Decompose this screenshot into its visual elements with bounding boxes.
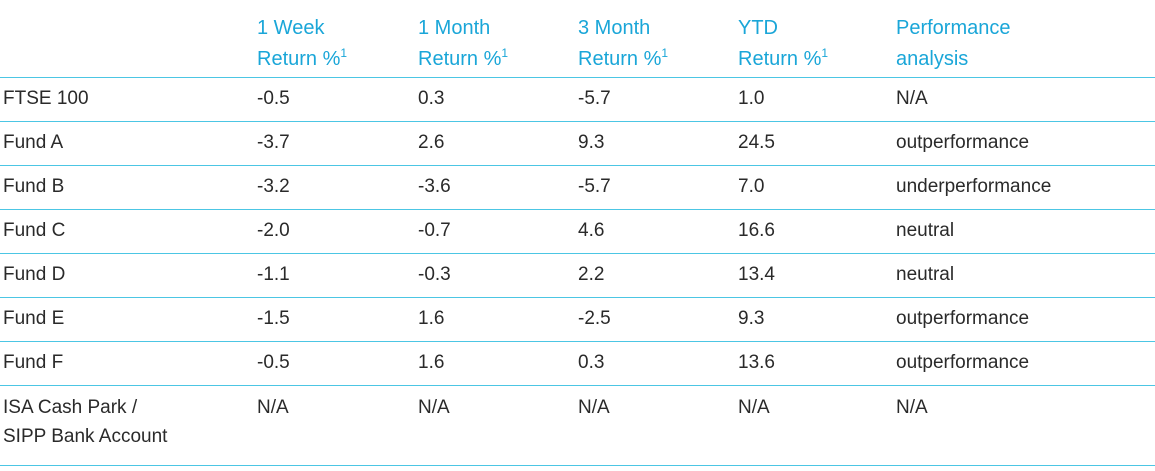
cell-performance-analysis: N/A <box>896 385 1155 466</box>
cell-ytd: 7.0 <box>738 165 896 210</box>
cell-fund-name: ISA Cash Park / SIPP Bank Account <box>0 385 257 466</box>
cell-3-month: -2.5 <box>578 297 738 342</box>
header-3-month-return: 3 Month Return %1 <box>578 0 738 78</box>
cell-ytd: 24.5 <box>738 121 896 166</box>
cell-fund-name: Fund A <box>0 121 257 166</box>
cell-1-month: -0.3 <box>418 253 578 298</box>
cell-1-month: -3.6 <box>418 165 578 210</box>
cell-1-month: 2.6 <box>418 121 578 166</box>
cell-3-month: 2.2 <box>578 253 738 298</box>
cell-1-week: -3.2 <box>257 165 418 210</box>
cell-fund-name: Fund C <box>0 209 257 254</box>
cell-1-week: -1.1 <box>257 253 418 298</box>
table-row: Fund A -3.7 2.6 9.3 24.5 outperformance <box>0 121 1155 166</box>
table-row: Fund B -3.2 -3.6 -5.7 7.0 underperformance <box>0 165 1155 210</box>
table-row: FTSE 100 -0.5 0.3 -5.7 1.0 N/A <box>0 77 1155 122</box>
cell-fund-name: Fund F <box>0 341 257 386</box>
header-1-week-return: 1 Week Return %1 <box>257 0 418 78</box>
header-performance-analysis: Performance analysis <box>896 0 1155 78</box>
cell-1-week: -0.5 <box>257 77 418 122</box>
cell-3-month: 4.6 <box>578 209 738 254</box>
cell-performance-analysis: N/A <box>896 77 1155 122</box>
cell-fund-name: FTSE 100 <box>0 77 257 122</box>
cell-performance-analysis: neutral <box>896 209 1155 254</box>
cell-1-month: 1.6 <box>418 341 578 386</box>
cell-3-month: -5.7 <box>578 77 738 122</box>
cell-ytd: 9.3 <box>738 297 896 342</box>
header-1-month-return: 1 Month Return %1 <box>418 0 578 78</box>
cell-3-month: 9.3 <box>578 121 738 166</box>
cell-performance-analysis: underperformance <box>896 165 1155 210</box>
header-ytd-return: YTD Return %1 <box>738 0 896 78</box>
cell-1-month: 0.3 <box>418 77 578 122</box>
cell-performance-analysis: outperformance <box>896 297 1155 342</box>
cell-performance-analysis: outperformance <box>896 341 1155 386</box>
cell-3-month: -5.7 <box>578 165 738 210</box>
table-row: Fund F -0.5 1.6 0.3 13.6 outperformance <box>0 341 1155 386</box>
table-row-cash: ISA Cash Park / SIPP Bank Account N/A N/A… <box>0 385 1155 466</box>
cell-1-week: -0.5 <box>257 341 418 386</box>
cell-fund-name: Fund E <box>0 297 257 342</box>
cell-3-month: N/A <box>578 385 738 466</box>
cell-ytd: 16.6 <box>738 209 896 254</box>
header-blank <box>0 0 257 78</box>
cell-ytd: 13.4 <box>738 253 896 298</box>
cell-1-month: -0.7 <box>418 209 578 254</box>
cell-1-week: -1.5 <box>257 297 418 342</box>
header-row: 1 Week Return %1 1 Month Return %1 3 Month… <box>0 0 1155 78</box>
cell-performance-analysis: neutral <box>896 253 1155 298</box>
cell-performance-analysis: outperformance <box>896 121 1155 166</box>
cell-1-month: 1.6 <box>418 297 578 342</box>
cell-ytd: N/A <box>738 385 896 466</box>
cell-3-month: 0.3 <box>578 341 738 386</box>
cell-ytd: 1.0 <box>738 77 896 122</box>
table-row: Fund C -2.0 -0.7 4.6 16.6 neutral <box>0 209 1155 254</box>
table-row: Fund E -1.5 1.6 -2.5 9.3 outperformance <box>0 297 1155 342</box>
cell-fund-name: Fund B <box>0 165 257 210</box>
cell-1-week: -2.0 <box>257 209 418 254</box>
table-row: Fund D -1.1 -0.3 2.2 13.4 neutral <box>0 253 1155 298</box>
cell-1-month: N/A <box>418 385 578 466</box>
cell-1-week: N/A <box>257 385 418 466</box>
cell-ytd: 13.6 <box>738 341 896 386</box>
cell-1-week: -3.7 <box>257 121 418 166</box>
cell-fund-name: Fund D <box>0 253 257 298</box>
